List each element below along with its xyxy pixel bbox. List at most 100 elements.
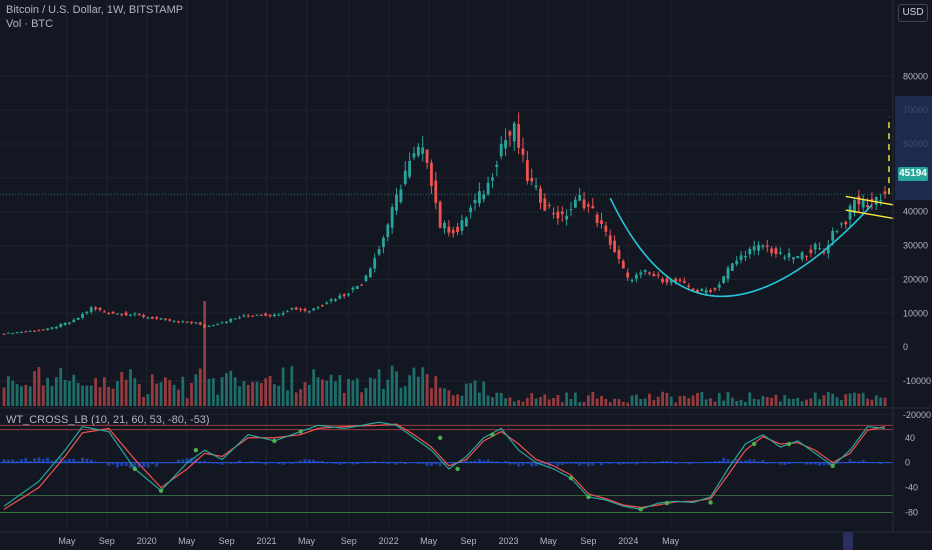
candle-body	[129, 314, 132, 316]
volume-bar	[360, 392, 364, 406]
wt-histogram-bar	[76, 460, 80, 463]
volume-bar	[517, 400, 521, 406]
wt-histogram-bar	[11, 459, 15, 463]
wt-histogram-bar	[809, 462, 813, 465]
candle-body	[408, 160, 412, 177]
wt-histogram-bar	[238, 460, 242, 463]
candle-body	[748, 248, 752, 255]
wt-histogram-bar	[142, 462, 146, 468]
volume-bar	[307, 384, 311, 406]
wt-histogram-bar	[661, 460, 665, 463]
candle-body	[866, 205, 869, 208]
candle-body	[691, 288, 695, 291]
wt-histogram-bar	[33, 458, 37, 463]
candle-body	[325, 302, 329, 304]
candle-body	[259, 314, 263, 316]
candle-body	[316, 307, 320, 309]
wt-cross-dot	[638, 507, 643, 512]
volume-bar	[565, 392, 569, 406]
volume-bar	[752, 398, 756, 406]
candle-body	[573, 199, 577, 208]
candle-body	[608, 235, 612, 245]
wt-histogram-bar	[46, 457, 50, 463]
wt-histogram-bar	[674, 462, 678, 464]
candle-body	[879, 200, 883, 202]
candle-body	[124, 312, 128, 316]
volume-bar	[216, 394, 220, 406]
wt-histogram-bar	[185, 458, 189, 463]
volume-bar	[547, 399, 551, 406]
wt-histogram-bar	[181, 459, 185, 463]
volume-bar	[678, 396, 682, 406]
wt-histogram-bar	[37, 457, 41, 463]
volume-bar	[543, 394, 547, 406]
candle-body	[735, 260, 739, 265]
candle-body	[137, 314, 141, 316]
price-tick-label: -10000	[903, 376, 931, 386]
volume-bar	[669, 396, 673, 406]
volume-bar	[273, 384, 276, 406]
candle-body	[678, 279, 682, 281]
volume-bar	[15, 384, 19, 406]
volume-bar	[181, 376, 185, 406]
candle-body	[20, 331, 23, 333]
volume-bar	[198, 368, 202, 406]
wt-cross-dot	[193, 448, 199, 453]
candle-body	[438, 201, 442, 228]
candle-body	[360, 284, 364, 286]
volume-bar	[33, 371, 36, 406]
candle-body	[33, 330, 36, 332]
time-tick-label: Sep	[580, 536, 596, 546]
time-tick-label: May	[58, 536, 76, 546]
wt-histogram-bar	[41, 459, 45, 463]
wt-histogram-bar	[586, 462, 590, 467]
wt-histogram-bar	[364, 461, 368, 463]
volume-bar	[665, 392, 669, 406]
volume-bar	[787, 398, 791, 406]
wt-histogram-bar	[128, 462, 132, 469]
volume-bar	[373, 378, 377, 406]
volume-bar	[757, 399, 760, 406]
candle-body	[643, 270, 647, 272]
price-tick-label: 40000	[903, 207, 928, 217]
candle-body	[399, 189, 403, 202]
volume-bar	[521, 401, 525, 406]
volume-bar	[63, 379, 67, 406]
drawings	[0, 116, 894, 298]
wt-histogram-bar	[294, 461, 298, 463]
wt-histogram-bar	[207, 462, 211, 463]
wt-histogram-bar	[835, 462, 839, 464]
candle-body	[730, 263, 734, 271]
volume-bar	[115, 381, 119, 406]
candle-body	[98, 307, 102, 310]
wt-histogram-bar	[19, 459, 23, 463]
volume-bar	[264, 378, 268, 406]
currency-button[interactable]: USD	[898, 4, 928, 22]
wt-histogram-bar	[434, 462, 438, 465]
candle-body	[216, 324, 220, 326]
candle-body	[565, 215, 569, 220]
wt-histogram-bar	[146, 462, 150, 468]
candle-body	[761, 245, 765, 248]
volume-bar	[451, 395, 455, 406]
candle-body	[85, 311, 89, 314]
wt-histogram-bar	[565, 462, 569, 464]
wt-histogram-bar	[552, 462, 556, 464]
volume-bar	[495, 392, 499, 406]
wt-histogram-bar	[342, 462, 346, 464]
candle-body	[687, 285, 691, 287]
wt-histogram-bar	[229, 462, 233, 464]
candle-body	[805, 255, 808, 257]
candle-body	[412, 153, 416, 158]
wt-histogram-bar	[495, 461, 499, 463]
volume-bar	[242, 381, 246, 406]
candle-body	[853, 200, 856, 213]
wt-histogram-bar	[373, 461, 377, 463]
candle-body	[521, 148, 525, 155]
wt-histogram-bar	[486, 459, 490, 463]
volume-bar	[390, 365, 394, 406]
wt-histogram-bar	[299, 460, 303, 463]
wt-cross-dot	[708, 500, 713, 505]
